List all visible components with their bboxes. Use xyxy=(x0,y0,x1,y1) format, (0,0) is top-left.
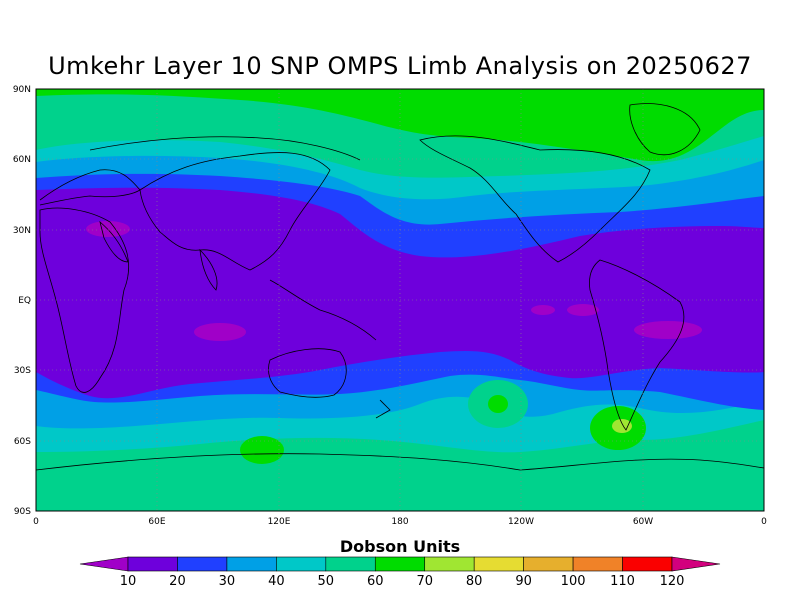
newzealand-outline xyxy=(375,399,391,419)
lat-label: EQ xyxy=(18,296,31,306)
band-10-patch xyxy=(531,305,555,315)
lat-label: 90N xyxy=(13,85,31,95)
colorbar-swatch xyxy=(622,556,673,572)
southamerica-outline xyxy=(589,259,685,431)
lon-label: 0 xyxy=(761,517,767,527)
india-outline xyxy=(199,248,218,291)
band-70-cell xyxy=(240,436,284,464)
lat-label: 60N xyxy=(13,155,31,165)
colorbar-swatch xyxy=(79,556,129,572)
colorbar-label: 100 xyxy=(561,574,586,589)
lon-label: 60E xyxy=(148,517,165,527)
coastlines xyxy=(36,103,764,471)
colorbar-label: 20 xyxy=(169,574,186,589)
colorbar-swatch xyxy=(276,556,327,572)
colorbar-swatch xyxy=(325,556,376,572)
lat-label: 30S xyxy=(14,366,31,376)
map-title: Umkehr Layer 10 SNP OMPS Limb Analysis o… xyxy=(48,52,752,80)
colorbar-label: 110 xyxy=(610,574,635,589)
lat-label: 60S xyxy=(14,437,31,447)
northamerica-outline xyxy=(419,135,651,263)
colorbar-label: 40 xyxy=(268,574,285,589)
africa-outline xyxy=(39,207,129,393)
lat-axis: 90N 60N 30N EQ 30S 60S 90S xyxy=(13,85,31,517)
asia-outline xyxy=(139,152,331,271)
colorbar-label: 90 xyxy=(515,574,532,589)
lon-label: 120W xyxy=(508,517,534,527)
colorbar-swatch xyxy=(177,556,228,572)
colorbar-swatch xyxy=(374,556,426,572)
colorbar-label: 10 xyxy=(120,574,137,589)
siberia-outline xyxy=(89,136,361,161)
greenland-outline xyxy=(629,103,701,156)
gridlines xyxy=(36,89,764,511)
colorbar-swatch xyxy=(572,556,623,572)
band-10-patch xyxy=(634,321,702,339)
band-10-patch xyxy=(194,323,246,341)
antarctica-outline xyxy=(36,453,764,471)
colorbar-swatch xyxy=(473,556,524,572)
colorbar-swatch xyxy=(226,556,277,572)
colorbar: 10 20 30 40 50 60 70 80 90 100 110 120 xyxy=(79,556,721,589)
colorbar-label: 30 xyxy=(219,574,236,589)
colorbar-label: 80 xyxy=(466,574,483,589)
lon-axis: 0 60E 120E 180 120W 60W 0 xyxy=(33,517,767,527)
lon-label: 60W xyxy=(633,517,653,527)
colorbar-label: 60 xyxy=(367,574,384,589)
colorbar-swatch xyxy=(671,556,721,572)
seasia-outline xyxy=(269,279,377,341)
band-20 xyxy=(36,187,764,399)
colorbar-swatch xyxy=(127,556,178,572)
colorbar-label: 70 xyxy=(416,574,433,589)
band-10-patch xyxy=(567,304,599,316)
band-60-cell xyxy=(88,126,132,138)
colorbar-label: 120 xyxy=(660,574,685,589)
colorbar-swatch xyxy=(424,556,475,572)
lon-label: 0 xyxy=(33,517,39,527)
colorbar-swatch xyxy=(523,556,574,572)
band-80-cell xyxy=(612,419,632,433)
lat-label: 90S xyxy=(14,507,31,517)
map-frame xyxy=(35,88,765,512)
lat-label: 30N xyxy=(13,226,31,236)
lon-label: 120E xyxy=(268,517,291,527)
colorbar-title: Dobson Units xyxy=(340,537,460,556)
australia-outline xyxy=(268,348,347,398)
lon-label: 180 xyxy=(391,517,408,527)
colorbar-label: 50 xyxy=(318,574,335,589)
arabia-outline xyxy=(99,220,129,263)
band-70-cell xyxy=(488,395,508,413)
